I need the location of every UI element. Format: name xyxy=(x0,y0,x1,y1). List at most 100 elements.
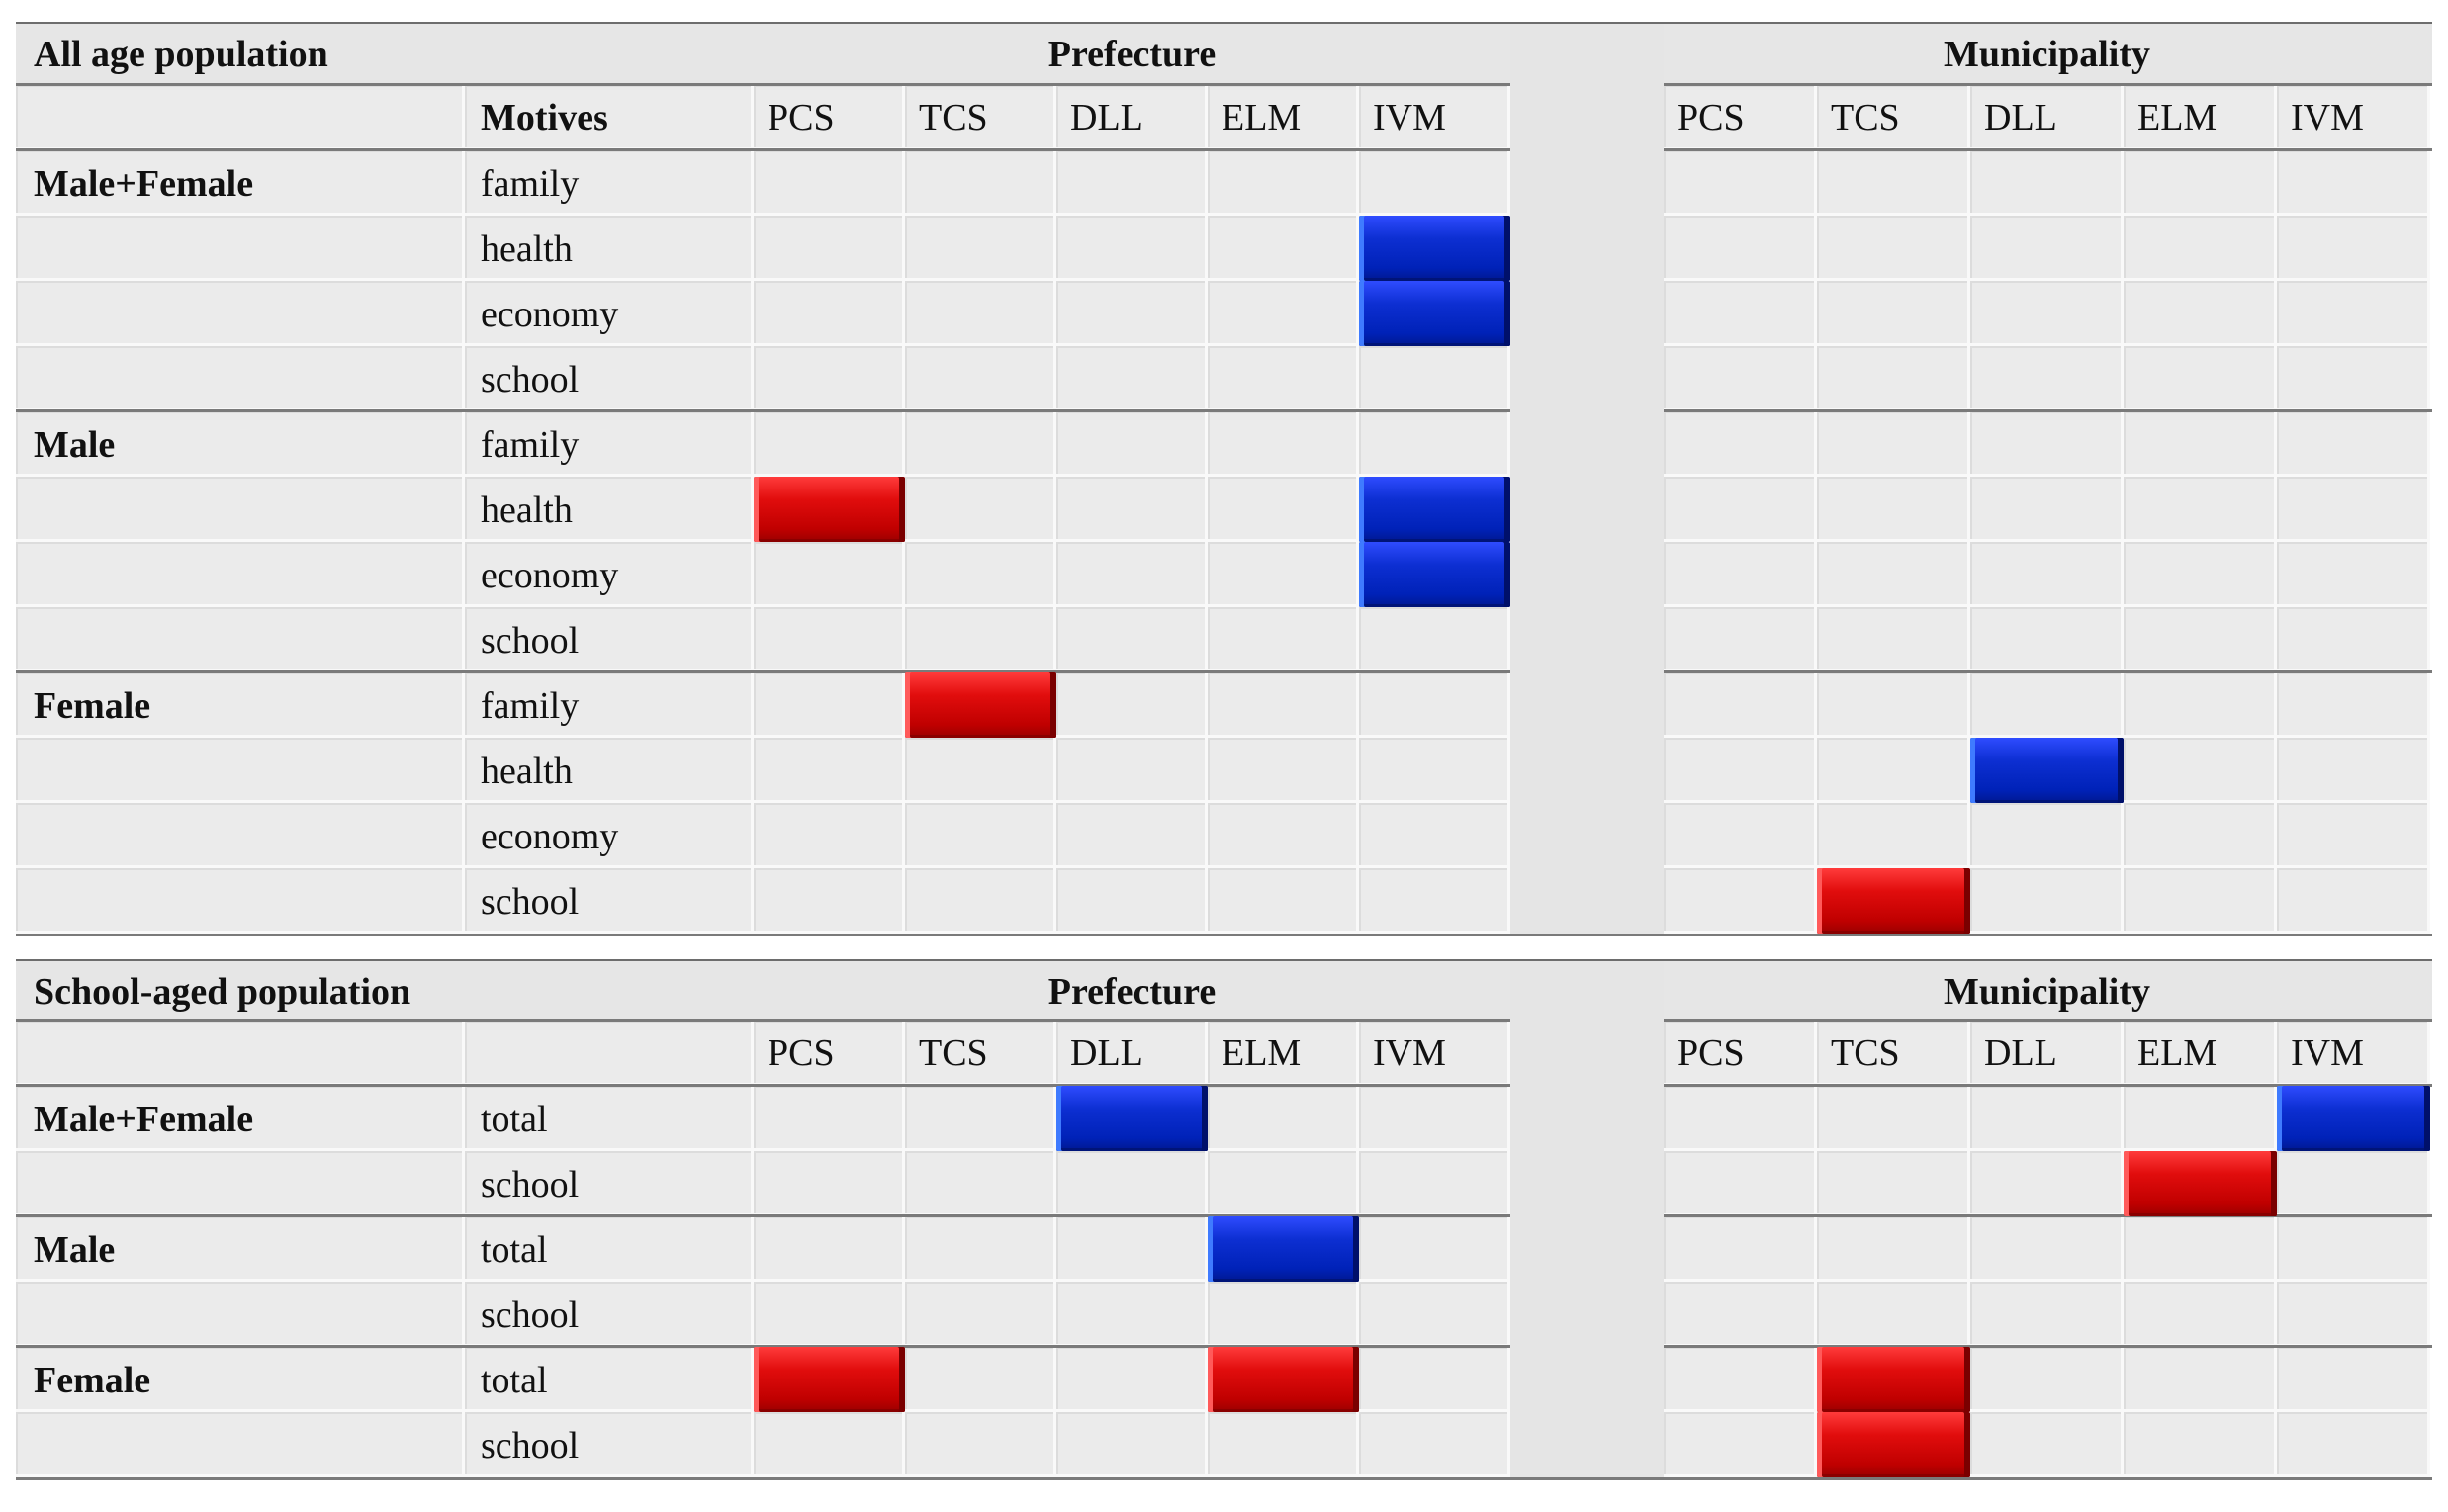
matrix-cell xyxy=(1208,411,1359,477)
header-rule xyxy=(1664,148,2432,151)
row-motive-cell xyxy=(465,1347,754,1412)
row-motive-label: school xyxy=(481,359,580,400)
matrix-cell xyxy=(1664,216,1817,281)
matrix-cell xyxy=(1056,1347,1208,1412)
matrix-cell xyxy=(1208,1086,1359,1151)
matrix-cell xyxy=(1056,607,1208,672)
matrix-cell xyxy=(1970,868,2124,934)
matrix-cell xyxy=(905,1347,1056,1412)
matrix-cell xyxy=(754,216,905,281)
matrix-cell xyxy=(1208,803,1359,868)
column-header-cell xyxy=(1208,1021,1359,1086)
significance-mark-blue xyxy=(1359,281,1510,346)
row-motive-label: total xyxy=(481,1099,548,1140)
row-motive-label: family xyxy=(481,424,580,466)
matrix-cell xyxy=(1970,1151,2124,1216)
column-header-cell xyxy=(1056,1021,1208,1086)
group-separator-rule xyxy=(1664,1214,2432,1217)
row-motive-label: total xyxy=(481,1360,548,1401)
matrix-cell xyxy=(2277,1347,2430,1412)
row-group-cell xyxy=(16,1282,465,1347)
row-group-cell xyxy=(16,411,465,477)
row-motive-cell xyxy=(465,477,754,542)
row-motive-cell xyxy=(465,607,754,672)
matrix-cell xyxy=(2277,803,2430,868)
column-label-pcs: PCS xyxy=(768,97,835,138)
matrix-cell xyxy=(1664,868,1817,934)
matrix-cell xyxy=(754,1151,905,1216)
matrix-cell xyxy=(1817,1216,1970,1282)
matrix-cell xyxy=(1056,281,1208,346)
group-separator-rule xyxy=(1664,670,2432,673)
matrix-cell xyxy=(1359,1216,1510,1282)
row-group-cell xyxy=(16,1216,465,1282)
matrix-cell xyxy=(1056,150,1208,216)
matrix-cell xyxy=(1208,542,1359,607)
significance-mark-red xyxy=(905,672,1056,738)
matrix-cell xyxy=(905,607,1056,672)
section-title-bar xyxy=(16,24,2432,85)
matrix-cell xyxy=(1359,1151,1510,1216)
matrix-cell xyxy=(1970,216,2124,281)
matrix-cell xyxy=(2277,150,2430,216)
column-label-elm: ELM xyxy=(1222,1032,1302,1074)
matrix-cell xyxy=(2277,738,2430,803)
significance-mark-red xyxy=(1817,1412,1970,1477)
row-group-cell xyxy=(16,281,465,346)
matrix-cell xyxy=(2124,1282,2277,1347)
matrix-cell xyxy=(1817,346,1970,411)
matrix-cell xyxy=(1208,281,1359,346)
significance-mark-blue xyxy=(1359,477,1510,542)
matrix-cell xyxy=(905,1151,1056,1216)
row-motive-cell xyxy=(465,738,754,803)
matrix-cell xyxy=(1817,672,1970,738)
matrix-cell xyxy=(1208,1412,1359,1477)
matrix-cell xyxy=(1056,477,1208,542)
matrix-cell xyxy=(754,411,905,477)
matrix-cell xyxy=(2277,672,2430,738)
matrix-cell xyxy=(905,216,1056,281)
matrix-cell xyxy=(905,346,1056,411)
matrix-cell xyxy=(1970,1216,2124,1282)
column-label-dll: DLL xyxy=(1984,97,2057,138)
matrix-cell xyxy=(2124,607,2277,672)
column-header-cell xyxy=(1817,85,1970,150)
matrix-cell xyxy=(754,868,905,934)
column-header-cell xyxy=(905,1021,1056,1086)
matrix-cell xyxy=(2124,672,2277,738)
row-group-label: Male xyxy=(34,1229,116,1271)
section-title: All age population xyxy=(34,34,328,75)
row-motive-label: family xyxy=(481,163,580,205)
column-label-pcs: PCS xyxy=(1677,97,1745,138)
row-group-cell xyxy=(16,477,465,542)
row-motive-cell xyxy=(465,672,754,738)
matrix-cell xyxy=(2124,803,2277,868)
column-header-cell xyxy=(754,85,905,150)
matrix-cell xyxy=(905,868,1056,934)
matrix-cell xyxy=(2277,411,2430,477)
row-group-label: Female xyxy=(34,685,151,727)
matrix-cell xyxy=(1664,150,1817,216)
row-motive-label: school xyxy=(481,1164,580,1205)
matrix-cell xyxy=(2124,1347,2277,1412)
column-label-elm: ELM xyxy=(2137,1032,2218,1074)
row-motive-label: economy xyxy=(481,555,619,596)
section-title-bar xyxy=(16,961,2432,1021)
row-group-cell xyxy=(16,607,465,672)
row-group-label: Male xyxy=(34,424,116,466)
significance-mark-blue xyxy=(2277,1086,2430,1151)
matrix-cell xyxy=(1664,1216,1817,1282)
matrix-cell xyxy=(1359,1412,1510,1477)
matrix-cell xyxy=(1056,542,1208,607)
group-separator-rule xyxy=(1664,1345,2432,1348)
significance-mark-red xyxy=(1817,1347,1970,1412)
column-label-tcs: TCS xyxy=(1831,97,1900,138)
matrix-cell xyxy=(905,411,1056,477)
matrix-cell xyxy=(2124,738,2277,803)
column-label-pcs: PCS xyxy=(1677,1032,1745,1074)
column-header-cell xyxy=(1817,1021,1970,1086)
section-bottom-rule xyxy=(16,934,2432,936)
matrix-cell xyxy=(2124,281,2277,346)
matrix-cell xyxy=(1664,542,1817,607)
column-label-tcs: TCS xyxy=(919,1032,988,1074)
